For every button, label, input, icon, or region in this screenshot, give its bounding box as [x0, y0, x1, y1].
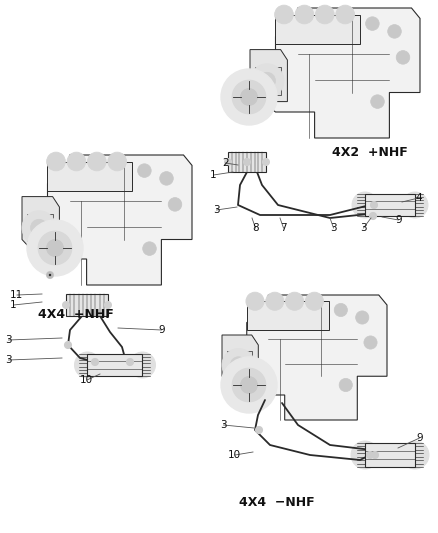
Polygon shape	[246, 301, 328, 330]
Circle shape	[137, 164, 151, 177]
Text: 3: 3	[212, 205, 219, 215]
Circle shape	[22, 211, 56, 245]
Circle shape	[74, 352, 100, 378]
Circle shape	[46, 271, 53, 279]
Polygon shape	[222, 335, 258, 385]
Circle shape	[27, 220, 83, 276]
Circle shape	[232, 80, 265, 114]
Circle shape	[387, 25, 400, 38]
Bar	[27, 214, 53, 242]
Circle shape	[46, 152, 65, 171]
Circle shape	[91, 359, 98, 366]
Circle shape	[168, 198, 181, 211]
Circle shape	[265, 292, 283, 310]
Text: 3: 3	[5, 335, 11, 345]
Text: 7: 7	[279, 223, 286, 233]
Text: 3: 3	[219, 420, 226, 430]
Circle shape	[274, 5, 293, 24]
Circle shape	[245, 292, 264, 310]
Circle shape	[333, 303, 346, 317]
Circle shape	[129, 352, 155, 378]
Circle shape	[350, 441, 378, 469]
Text: 9: 9	[394, 215, 401, 225]
Circle shape	[370, 95, 383, 108]
Text: 3: 3	[5, 355, 11, 365]
Circle shape	[30, 219, 47, 236]
Bar	[87, 354, 142, 376]
Circle shape	[365, 17, 378, 30]
Polygon shape	[22, 197, 59, 248]
Text: 8: 8	[251, 223, 258, 233]
Circle shape	[351, 192, 377, 218]
Text: 11: 11	[10, 290, 23, 300]
Circle shape	[240, 88, 257, 106]
Bar	[227, 152, 265, 172]
Polygon shape	[30, 155, 191, 285]
Text: 4X2  +NHF: 4X2 +NHF	[332, 146, 407, 158]
Polygon shape	[275, 14, 360, 44]
Text: 4X4  +NHF: 4X4 +NHF	[38, 309, 113, 321]
Polygon shape	[230, 295, 386, 420]
Text: 9: 9	[415, 433, 422, 443]
Circle shape	[305, 292, 323, 310]
Circle shape	[126, 359, 133, 366]
Circle shape	[262, 158, 269, 166]
Circle shape	[142, 242, 156, 255]
Circle shape	[339, 378, 352, 392]
Bar	[364, 194, 414, 216]
Text: 3: 3	[359, 223, 366, 233]
Circle shape	[335, 5, 354, 24]
Circle shape	[232, 368, 265, 402]
Circle shape	[258, 72, 275, 90]
Polygon shape	[258, 8, 419, 138]
Circle shape	[46, 240, 63, 256]
Circle shape	[159, 172, 173, 185]
Bar	[226, 351, 251, 379]
Text: 4X4  −NHF: 4X4 −NHF	[239, 497, 314, 510]
Circle shape	[47, 272, 53, 278]
Text: 1: 1	[10, 300, 17, 310]
Circle shape	[243, 158, 250, 166]
Circle shape	[224, 158, 231, 166]
Circle shape	[370, 201, 377, 208]
Text: 1: 1	[209, 170, 216, 180]
Circle shape	[249, 64, 283, 98]
Circle shape	[363, 336, 376, 349]
Circle shape	[294, 5, 313, 24]
Circle shape	[285, 292, 303, 310]
Circle shape	[104, 302, 111, 309]
Circle shape	[371, 451, 378, 458]
Bar	[66, 294, 108, 316]
Bar	[364, 443, 414, 467]
Circle shape	[230, 357, 246, 373]
Text: 2: 2	[222, 158, 228, 168]
Circle shape	[396, 51, 409, 64]
Circle shape	[67, 152, 85, 171]
Circle shape	[49, 274, 51, 276]
Circle shape	[400, 441, 428, 469]
Text: 3: 3	[329, 223, 336, 233]
Circle shape	[240, 377, 257, 393]
Circle shape	[38, 231, 72, 265]
Polygon shape	[47, 161, 132, 191]
Circle shape	[366, 451, 373, 458]
Text: 10: 10	[227, 450, 240, 460]
Circle shape	[220, 69, 276, 125]
Circle shape	[255, 426, 262, 433]
Bar	[254, 67, 280, 95]
Circle shape	[355, 311, 368, 324]
Circle shape	[220, 357, 276, 413]
Circle shape	[87, 152, 106, 171]
Polygon shape	[249, 50, 287, 102]
Text: 4: 4	[414, 193, 420, 203]
Circle shape	[64, 342, 71, 349]
Circle shape	[62, 302, 69, 309]
Text: 9: 9	[158, 325, 164, 335]
Circle shape	[222, 349, 254, 382]
Circle shape	[369, 213, 376, 220]
Text: 10: 10	[80, 375, 93, 385]
Circle shape	[315, 5, 333, 24]
Circle shape	[108, 152, 126, 171]
Circle shape	[401, 192, 427, 218]
